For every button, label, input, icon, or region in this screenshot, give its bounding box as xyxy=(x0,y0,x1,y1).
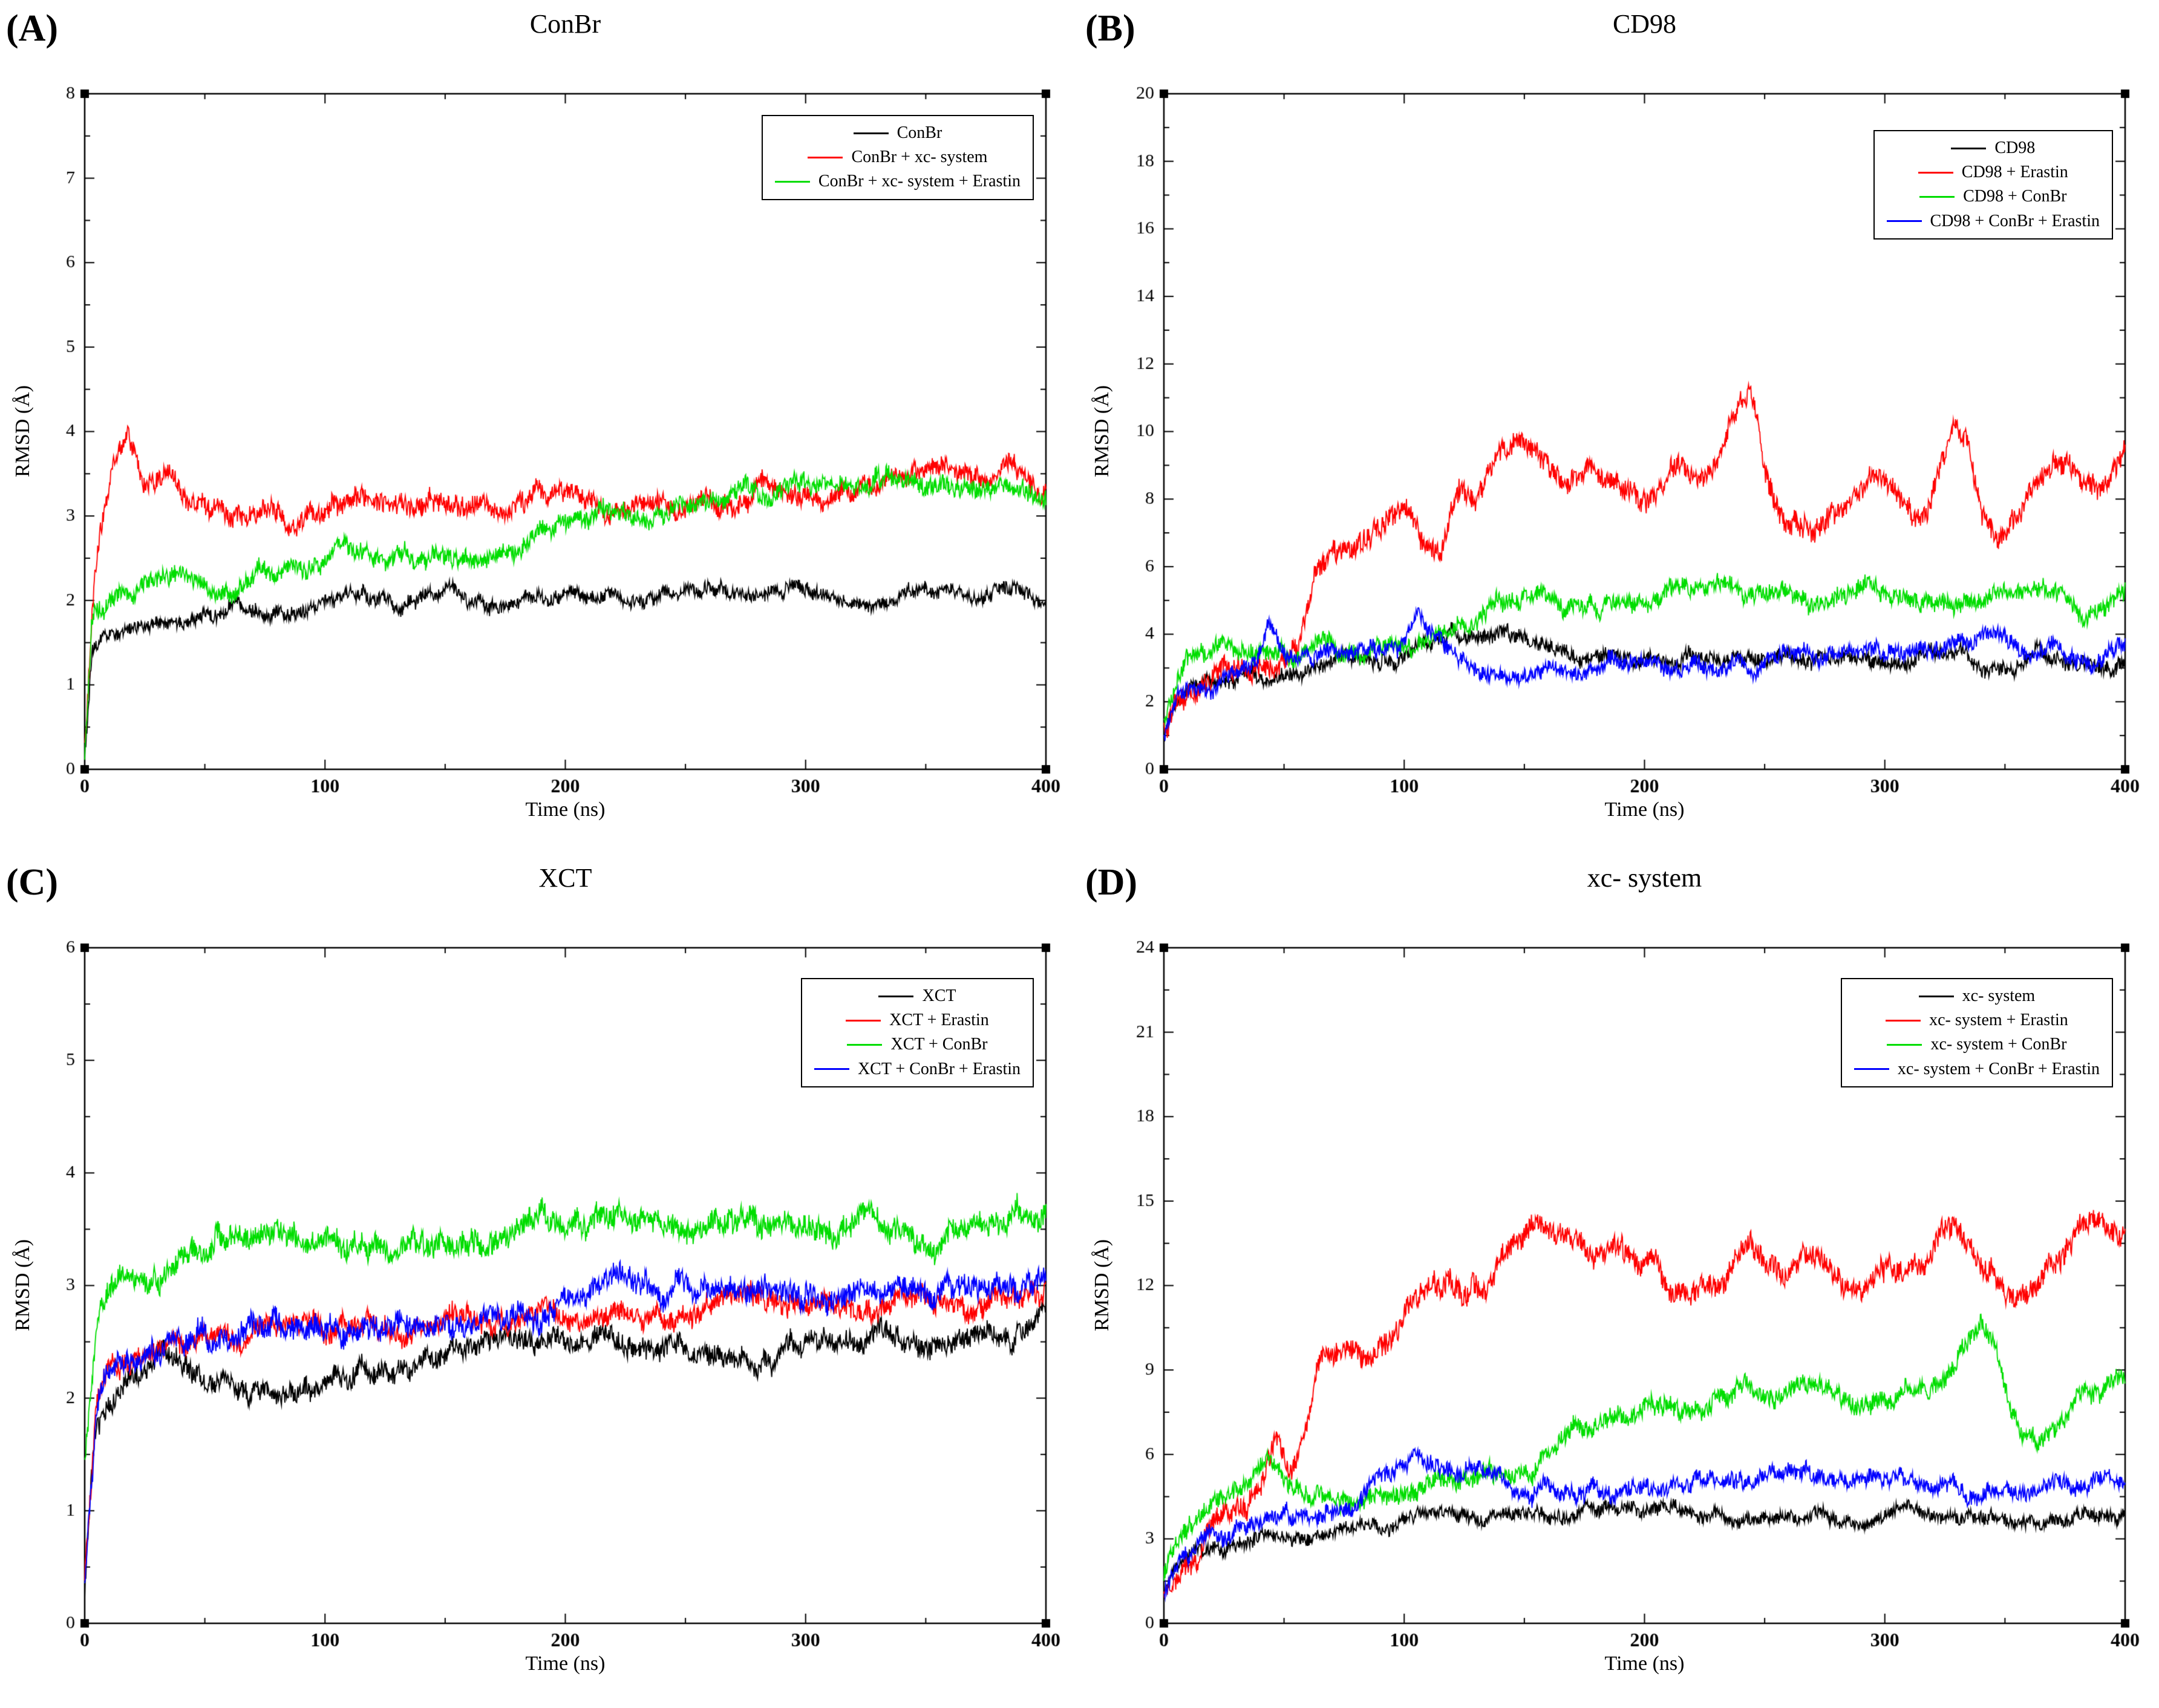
x-axis-label: Time (ns) xyxy=(1604,798,1685,821)
legend-item: XCT + ConBr xyxy=(814,1035,1021,1054)
panel-title-a: ConBr xyxy=(529,9,601,39)
legend-label: CD98 + ConBr xyxy=(1963,187,2067,206)
legend-c: XCT XCT + Erastin XCT + ConBr XCT + ConBr +… xyxy=(800,978,1034,1087)
legend-label: XCT + ConBr + Erastin xyxy=(857,1059,1021,1078)
legend-item: xc- system + Erastin xyxy=(1854,1011,2100,1030)
y-axis-label: RMSD (Å) xyxy=(11,385,34,478)
legend-line-swatch xyxy=(808,156,843,158)
panel-letter-b: (B) xyxy=(1085,8,1135,49)
legend-item: ConBr xyxy=(775,123,1021,143)
y-axis-label: RMSD (Å) xyxy=(1091,1239,1113,1332)
panel-b: (B) CD98 Time (ns) RMSD (Å) CD98 CD98 + E… xyxy=(1079,0,2158,854)
legend-label: XCT + ConBr xyxy=(890,1035,988,1054)
panel-title-b: CD98 xyxy=(1612,9,1677,39)
legend-line-swatch xyxy=(846,1019,881,1022)
y-axis-label: RMSD (Å) xyxy=(11,1239,34,1332)
legend-line-swatch xyxy=(878,995,914,997)
legend-line-swatch xyxy=(1886,1019,1921,1022)
x-axis-label: Time (ns) xyxy=(1604,1652,1685,1675)
legend-line-swatch xyxy=(853,132,889,134)
legend-item: xc- system + ConBr + Erastin xyxy=(1854,1060,2100,1079)
panel-d: (D) xc- system Time (ns) RMSD (Å) xc- sy… xyxy=(1079,854,2158,1708)
legend-label: XCT + Erastin xyxy=(889,1011,989,1030)
legend-label: xc- system + ConBr + Erastin xyxy=(1897,1059,2100,1078)
legend-item: XCT xyxy=(814,986,1021,1006)
legend-label: XCT xyxy=(922,986,956,1005)
legend-line-swatch xyxy=(1886,220,1922,223)
legend-item: xc- system + ConBr xyxy=(1854,1035,2100,1054)
legend-line-swatch xyxy=(1919,195,1955,198)
legend-item: CD98 xyxy=(1887,139,2100,158)
legend-item: CD98 + ConBr + Erastin xyxy=(1886,211,2100,231)
panel-title-d: xc- system xyxy=(1587,863,1702,893)
x-axis-label: Time (ns) xyxy=(525,1652,606,1675)
legend-item: ConBr + xc- system + Erastin xyxy=(774,172,1021,191)
legend-line-swatch xyxy=(1951,147,1987,149)
panel-c: (C) XCT Time (ns) RMSD (Å) XCT XCT + Eras… xyxy=(0,854,1079,1708)
legend-label: ConBr + xc- system + Erastin xyxy=(818,172,1021,191)
legend-line-swatch xyxy=(847,1043,883,1046)
legend-d: xc- system xc- system + Erastin xc- system… xyxy=(1840,978,2113,1087)
legend-label: ConBr + xc- system xyxy=(851,148,988,167)
legend-line-swatch xyxy=(814,1068,849,1071)
legend-label: xc- system + ConBr xyxy=(1930,1035,2067,1054)
legend-line-swatch xyxy=(1854,1068,1889,1071)
plot-canvas-b xyxy=(1079,0,2158,854)
panel-a: (A) ConBr Time (ns) RMSD (Å) ConBr ConBr … xyxy=(0,0,1079,854)
legend-label: ConBr xyxy=(897,123,942,142)
legend-label: CD98 + Erastin xyxy=(1961,163,2068,182)
legend-item: XCT + ConBr + Erastin xyxy=(814,1060,1021,1079)
legend-line-swatch xyxy=(1918,171,1953,174)
legend-label: xc- system + Erastin xyxy=(1929,1011,2068,1030)
legend-line-swatch xyxy=(1887,1043,1922,1046)
panel-letter-c: (C) xyxy=(6,862,59,903)
legend-b: CD98 CD98 + Erastin CD98 + ConBr CD98 + Con… xyxy=(1873,130,2113,240)
legend-label: CD98 xyxy=(1994,139,2036,157)
panel-letter-a: (A) xyxy=(6,8,59,49)
legend-item: ConBr + xc- system xyxy=(775,148,1021,167)
y-axis-label: RMSD (Å) xyxy=(1091,385,1113,478)
legend-item: XCT + Erastin xyxy=(814,1011,1021,1030)
legend-item: xc- system xyxy=(1854,986,2100,1006)
panel-title-c: XCT xyxy=(538,863,592,893)
legend-line-swatch xyxy=(1918,995,1954,997)
legend-label: CD98 + ConBr + Erastin xyxy=(1930,211,2100,230)
legend-label: xc- system xyxy=(1962,986,2036,1005)
legend-item: CD98 + Erastin xyxy=(1887,163,2100,182)
panel-letter-d: (D) xyxy=(1085,862,1138,903)
legend-item: CD98 + ConBr xyxy=(1887,187,2100,206)
legend-a: ConBr ConBr + xc- system ConBr + xc- syste… xyxy=(761,115,1034,200)
x-axis-label: Time (ns) xyxy=(525,798,606,821)
legend-line-swatch xyxy=(774,180,810,183)
